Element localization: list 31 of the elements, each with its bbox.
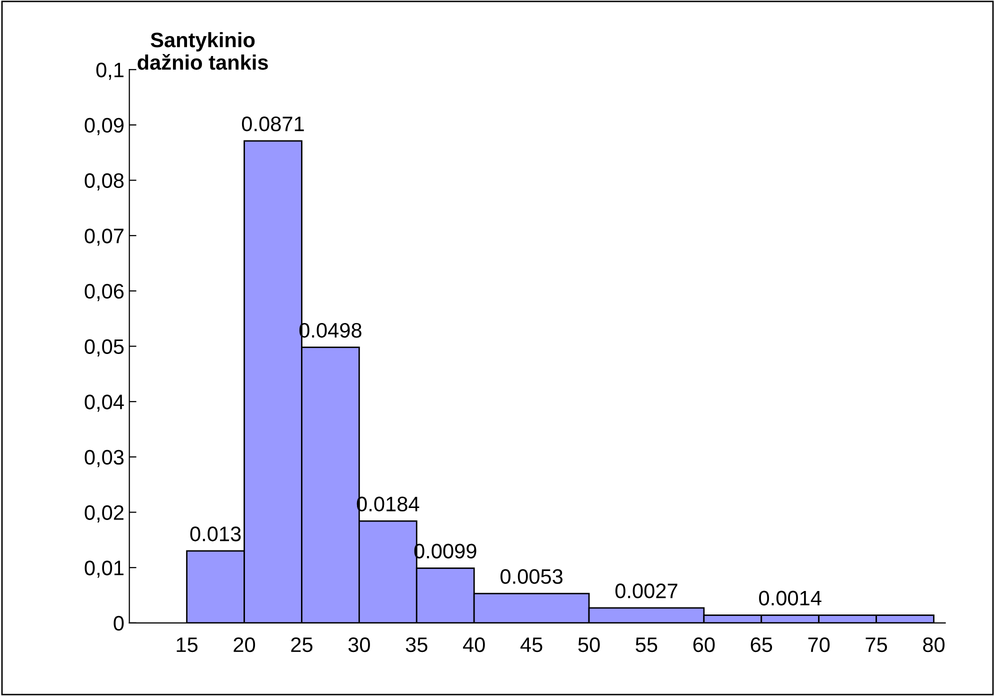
x-tick-label: 70 xyxy=(808,637,830,652)
y-tick-label: 0 xyxy=(114,616,124,631)
y-tick-label: 0,09 xyxy=(84,118,124,136)
y-tick-label: 0,05 xyxy=(84,339,124,356)
y-axis-title: Santykinio dažnio tankis xyxy=(138,32,268,70)
x-tick-label: 55 xyxy=(636,638,658,652)
y-tick-label: 0,01 xyxy=(84,560,124,578)
x-tick-label: 65 xyxy=(750,637,772,652)
y-tick-label: 0,03 xyxy=(84,450,124,468)
x-tick-label: 45 xyxy=(520,638,542,652)
data-label: 0.0027 xyxy=(615,584,678,598)
y-tick-label: 0,02 xyxy=(84,505,124,522)
x-tick-label: 15 xyxy=(176,638,198,652)
y-tick-label: 0,07 xyxy=(84,228,124,246)
x-tick-label: 35 xyxy=(406,637,428,652)
x-tick-label: 80 xyxy=(923,637,945,652)
x-tick-label: 25 xyxy=(291,637,312,652)
data-label: 0.0014 xyxy=(759,590,822,606)
x-tick-label: 20 xyxy=(234,637,256,652)
y-tick-label: 0,04 xyxy=(84,394,124,412)
y-tick-label: 0,1 xyxy=(96,62,124,80)
x-tick-label: 40 xyxy=(462,637,485,652)
y-tick-label: 0,08 xyxy=(84,173,124,190)
x-tick-label: 50 xyxy=(578,637,600,652)
data-label: 0.013 xyxy=(190,526,241,542)
y-tick-label: 0,06 xyxy=(84,284,124,302)
data-label: 0.0871 xyxy=(242,116,304,132)
x-tick-label: 60 xyxy=(693,637,715,652)
x-tick-label: 75 xyxy=(866,638,888,652)
data-label: 0.0053 xyxy=(500,569,562,584)
x-tick-label: 30 xyxy=(348,637,370,652)
